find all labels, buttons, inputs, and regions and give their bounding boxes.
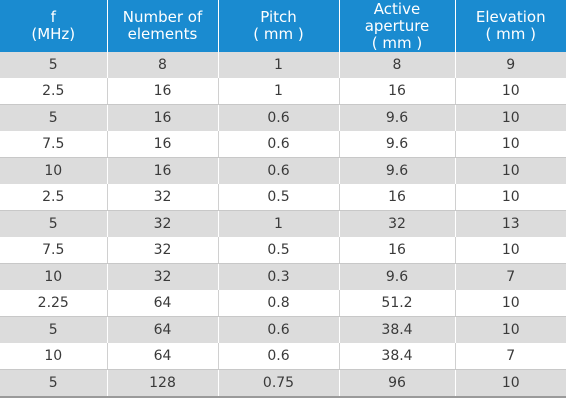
cell-pitch: 1 — [218, 78, 340, 105]
cell-elevation: 10 — [455, 184, 566, 211]
header-frequency-line2: (MHz) — [31, 25, 76, 43]
header-frequency-line1: f — [50, 8, 56, 26]
cell-frequency: 5 — [0, 104, 108, 131]
cell-aperture: 16 — [339, 78, 456, 105]
cell-frequency: 10 — [0, 157, 108, 184]
cell-elevation: 7 — [455, 343, 566, 370]
header-active-aperture: Active aperture ( mm ) — [339, 0, 456, 52]
table-row: 5 16 0.6 9.6 10 — [0, 104, 566, 131]
cell-aperture: 9.6 — [339, 104, 456, 131]
cell-elevation: 7 — [455, 263, 566, 290]
cell-pitch: 0.3 — [218, 263, 340, 290]
table-row: 7.5 16 0.6 9.6 10 — [0, 131, 566, 158]
cell-aperture: 8 — [339, 52, 456, 78]
cell-elements: 64 — [107, 290, 219, 317]
cell-frequency: 5 — [0, 369, 108, 398]
cell-elements: 16 — [107, 104, 219, 131]
cell-pitch: 0.5 — [218, 184, 340, 211]
cell-elements: 32 — [107, 263, 219, 290]
cell-elements: 8 — [107, 52, 219, 78]
cell-elevation: 10 — [455, 237, 566, 264]
cell-elements: 64 — [107, 343, 219, 370]
header-frequency: f (MHz) — [0, 0, 108, 52]
cell-elevation: 10 — [455, 78, 566, 105]
cell-frequency: 7.5 — [0, 131, 108, 158]
table-row: 5 32 1 32 13 — [0, 210, 566, 237]
cell-pitch: 0.6 — [218, 343, 340, 370]
header-elements-line1: Number of — [122, 8, 203, 26]
table-row: 2.25 64 0.8 51.2 10 — [0, 290, 566, 317]
cell-pitch: 0.6 — [218, 157, 340, 184]
header-pitch-line1: Pitch — [260, 8, 297, 26]
table-row: 5 128 0.75 96 10 — [0, 369, 566, 398]
cell-pitch: 1 — [218, 52, 340, 78]
cell-aperture: 9.6 — [339, 157, 456, 184]
cell-frequency: 2.25 — [0, 290, 108, 317]
cell-elements: 32 — [107, 184, 219, 211]
cell-frequency: 5 — [0, 52, 108, 78]
header-pitch-line2: ( mm ) — [253, 25, 304, 43]
header-row: f (MHz) Number of elements Pitch ( mm ) … — [0, 0, 566, 52]
header-aperture-line2: ( mm ) — [371, 33, 423, 52]
cell-elements: 32 — [107, 237, 219, 264]
cell-aperture: 9.6 — [339, 131, 456, 158]
cell-aperture: 38.4 — [339, 343, 456, 370]
cell-elevation: 13 — [455, 210, 566, 237]
cell-frequency: 5 — [0, 316, 108, 343]
table-row: 10 64 0.6 38.4 7 — [0, 343, 566, 370]
cell-frequency: 2.5 — [0, 78, 108, 105]
cell-aperture: 9.6 — [339, 263, 456, 290]
cell-aperture: 38.4 — [339, 316, 456, 343]
cell-elevation: 10 — [455, 157, 566, 184]
cell-frequency: 10 — [0, 343, 108, 370]
header-pitch: Pitch ( mm ) — [218, 0, 340, 52]
cell-elements: 16 — [107, 131, 219, 158]
cell-frequency: 7.5 — [0, 237, 108, 264]
cell-pitch: 1 — [218, 210, 340, 237]
table-body: 5 8 1 8 9 2.5 16 1 16 10 5 16 0.6 9.6 10 7.5 16 0.6 9.6 10 1… — [0, 52, 566, 398]
table-row: 5 64 0.6 38.4 10 — [0, 316, 566, 343]
cell-aperture: 16 — [339, 184, 456, 211]
cell-elevation: 10 — [455, 290, 566, 317]
cell-aperture: 96 — [339, 369, 456, 398]
cell-frequency: 2.5 — [0, 184, 108, 211]
cell-pitch: 0.75 — [218, 369, 340, 398]
table-row: 7.5 32 0.5 16 10 — [0, 237, 566, 264]
table-row: 10 16 0.6 9.6 10 — [0, 157, 566, 184]
cell-elements: 64 — [107, 316, 219, 343]
cell-pitch: 0.6 — [218, 104, 340, 131]
cell-elements: 16 — [107, 78, 219, 105]
cell-elements: 128 — [107, 369, 219, 398]
cell-elevation: 10 — [455, 104, 566, 131]
cell-pitch: 0.8 — [218, 290, 340, 317]
cell-aperture: 16 — [339, 237, 456, 264]
cell-elements: 16 — [107, 157, 219, 184]
table-row: 10 32 0.3 9.6 7 — [0, 263, 566, 290]
cell-elevation: 10 — [455, 131, 566, 158]
cell-elevation: 10 — [455, 369, 566, 398]
table-row: 2.5 32 0.5 16 10 — [0, 184, 566, 211]
cell-elevation: 9 — [455, 52, 566, 78]
cell-pitch: 0.6 — [218, 316, 340, 343]
cell-pitch: 0.5 — [218, 237, 340, 264]
cell-aperture: 51.2 — [339, 290, 456, 317]
cell-pitch: 0.6 — [218, 131, 340, 158]
cell-elevation: 10 — [455, 316, 566, 343]
header-number-of-elements: Number of elements — [107, 0, 219, 52]
cell-frequency: 5 — [0, 210, 108, 237]
cell-frequency: 10 — [0, 263, 108, 290]
header-elevation-line1: Elevation — [475, 8, 546, 26]
header-aperture-line1: Active aperture — [364, 0, 430, 35]
header-elevation-line2: ( mm ) — [485, 25, 536, 43]
cell-elements: 32 — [107, 210, 219, 237]
cell-aperture: 32 — [339, 210, 456, 237]
header-elements-line2: elements — [127, 25, 198, 43]
table-row: 2.5 16 1 16 10 — [0, 78, 566, 105]
header-elevation: Elevation ( mm ) — [455, 0, 566, 52]
